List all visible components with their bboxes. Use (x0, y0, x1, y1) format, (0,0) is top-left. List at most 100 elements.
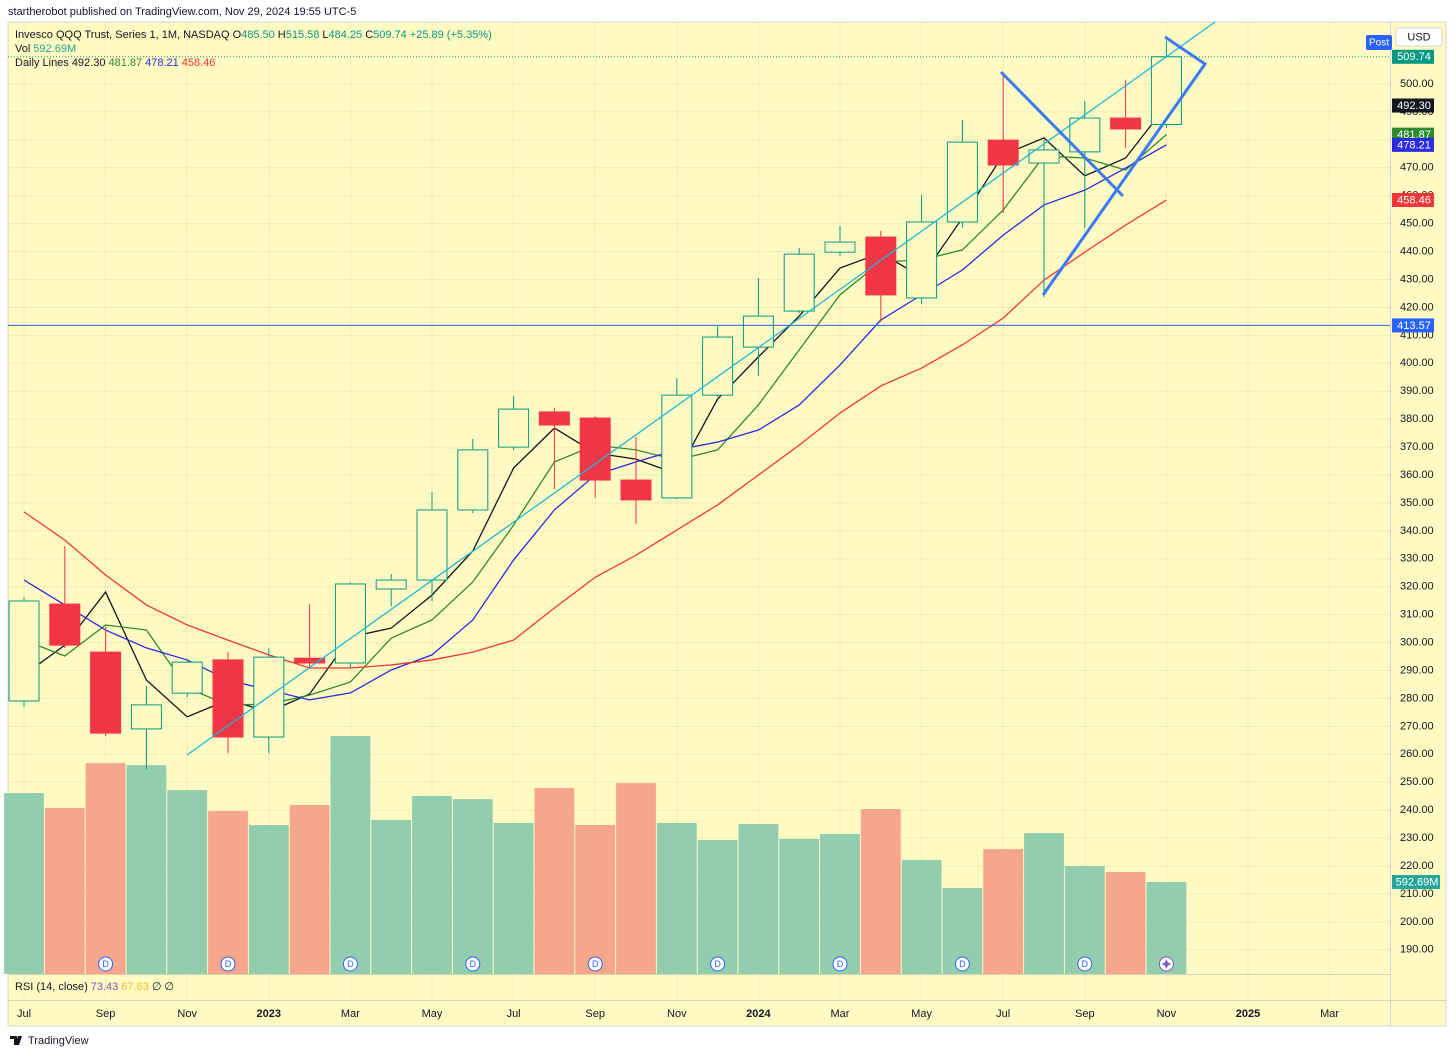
dividend-label: D (347, 959, 354, 969)
volume-bar (697, 840, 738, 974)
y-tick-label: 420.00 (1400, 301, 1434, 313)
ohlc-key: C (365, 29, 374, 41)
trend-line (186, 21, 1216, 756)
volume-bar (452, 799, 493, 974)
candle-body (212, 659, 244, 738)
post-button[interactable] (1366, 35, 1392, 50)
currency-box[interactable] (1395, 27, 1443, 47)
line-value: 478.21 (145, 57, 179, 69)
rsi-name: RSI (14, close) (15, 981, 88, 993)
dividend-marker (954, 956, 970, 972)
dividend-label: D (1082, 959, 1089, 969)
y-tick-label: 250.00 (1400, 776, 1434, 788)
candle-body (742, 315, 774, 348)
x-tick-label: Sep (96, 1008, 116, 1020)
volume-bar (779, 838, 820, 974)
candle-body (375, 579, 407, 590)
y-tick-label: 210.00 (1400, 888, 1434, 900)
dividend-label: D (714, 959, 721, 969)
line-value: 458.46 (181, 57, 216, 69)
x-tick-label: Mar (1320, 1008, 1339, 1020)
y-tick-label: 380.00 (1400, 413, 1434, 425)
candle-body (906, 221, 938, 299)
y-tick-label: 220.00 (1400, 860, 1434, 872)
y-tick-label: 310.00 (1400, 609, 1434, 621)
price-tag (1392, 193, 1434, 208)
y-tick-label: 260.00 (1400, 748, 1434, 760)
y-tick-label: 360.00 (1400, 469, 1434, 481)
volume-value: 592.69M (33, 43, 77, 55)
dividend-marker (98, 956, 114, 972)
candle-body (49, 603, 81, 646)
rsi-value: 67.63 (121, 981, 149, 993)
x-tick-label: Nov (177, 1008, 197, 1020)
candle-body (334, 583, 366, 664)
price-tag (1392, 137, 1434, 152)
price-tag (1392, 98, 1434, 113)
y-tick-label: 350.00 (1400, 497, 1434, 509)
candle-body (1150, 56, 1182, 126)
y-tick-label: 320.00 (1400, 581, 1434, 593)
candle-body (579, 417, 611, 481)
volume-bar (330, 736, 371, 974)
logo-text: TradingView (28, 1035, 89, 1047)
y-tick-label: 190.00 (1400, 944, 1434, 956)
dividend-label: D (592, 959, 599, 969)
x-tick-label: Sep (585, 1008, 605, 1020)
candle-body (1028, 149, 1060, 164)
volume-bar (860, 809, 901, 974)
price-tag-label: 458.46 (1397, 194, 1431, 206)
y-tick-label: 200.00 (1400, 916, 1434, 928)
volume-bar (616, 783, 656, 974)
candle-body (1110, 117, 1142, 130)
x-tick-label: Mar (831, 1008, 850, 1020)
candle-body (865, 236, 897, 296)
y-tick-label: 470.00 (1400, 162, 1434, 174)
candle-body (8, 600, 40, 702)
dividend-marker (1077, 956, 1093, 972)
symbol-legend: Invesco QQQ Trust, Series 1, 1M, NASDAQ O… (15, 28, 495, 42)
x-tick-label: Nov (667, 1008, 687, 1020)
ohlc-key: H (277, 29, 286, 41)
price-tag-label: 413.57 (1397, 320, 1431, 332)
y-tick-label: 300.00 (1400, 637, 1434, 649)
dividend-marker (220, 956, 236, 972)
post-button-label[interactable]: Post (1369, 38, 1389, 49)
volume-bar (534, 788, 575, 974)
rsi-value: 73.43 (90, 981, 119, 993)
y-tick-label: 280.00 (1400, 692, 1434, 704)
x-tick-label: Sep (1075, 1008, 1095, 1020)
volume-bar (493, 822, 534, 974)
event-icon (1161, 959, 1172, 969)
price-tag (1392, 318, 1434, 333)
y-tick-label: 370.00 (1400, 441, 1434, 453)
currency[interactable]: USD (1407, 31, 1430, 43)
ohlc-value: 515.58 (285, 29, 320, 41)
volume-bar (412, 795, 452, 974)
y-tick-label: 500.00 (1400, 78, 1434, 90)
line-value: 492.30 (71, 57, 106, 69)
ohlc-value: 509.74 (373, 29, 407, 41)
ohlc-value: 484.25 (328, 29, 363, 41)
price-tag-label: 509.74 (1397, 51, 1431, 63)
x-tick-label: May (422, 1008, 443, 1020)
x-tick-label: Jul (17, 1008, 31, 1020)
x-tick-label: 2024 (746, 1008, 771, 1020)
rsi-legend: RSI (14, close) 73.43 67.63 ∅ ∅ (15, 980, 177, 994)
dividend-label: D (959, 959, 966, 969)
volume-bar (44, 808, 85, 974)
volume-bar (656, 822, 697, 974)
volume-bar (126, 765, 167, 974)
dividend-marker (832, 956, 848, 972)
price-tag-label: 492.30 (1397, 100, 1431, 112)
volume-bar (1105, 872, 1146, 974)
ohlc-key: O (232, 29, 242, 41)
ohlc-value: 485.50 (241, 29, 275, 41)
x-tick-label: May (911, 1008, 932, 1020)
line-value: 481.87 (108, 57, 143, 69)
ma-line (23, 199, 1167, 669)
lines-name: Daily Lines (15, 57, 69, 69)
price-tag (1392, 875, 1440, 890)
